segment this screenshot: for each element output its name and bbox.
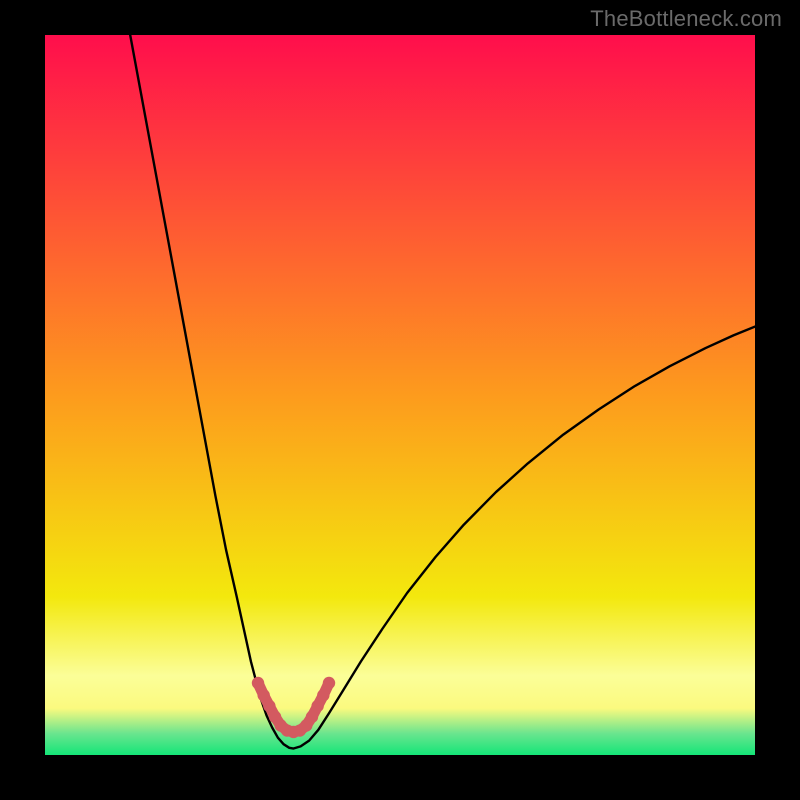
chart-frame: TheBottleneck.com bbox=[0, 0, 800, 800]
chart-svg bbox=[45, 35, 755, 755]
plot-area bbox=[45, 35, 755, 755]
highlight-marker bbox=[317, 689, 329, 701]
highlight-marker bbox=[306, 711, 318, 723]
highlight-marker bbox=[263, 700, 275, 712]
highlight-marker bbox=[252, 677, 264, 689]
watermark-text: TheBottleneck.com bbox=[590, 6, 782, 32]
gradient-background bbox=[45, 35, 755, 755]
highlight-marker bbox=[311, 700, 323, 712]
highlight-marker bbox=[323, 677, 335, 689]
highlight-marker bbox=[257, 689, 269, 701]
